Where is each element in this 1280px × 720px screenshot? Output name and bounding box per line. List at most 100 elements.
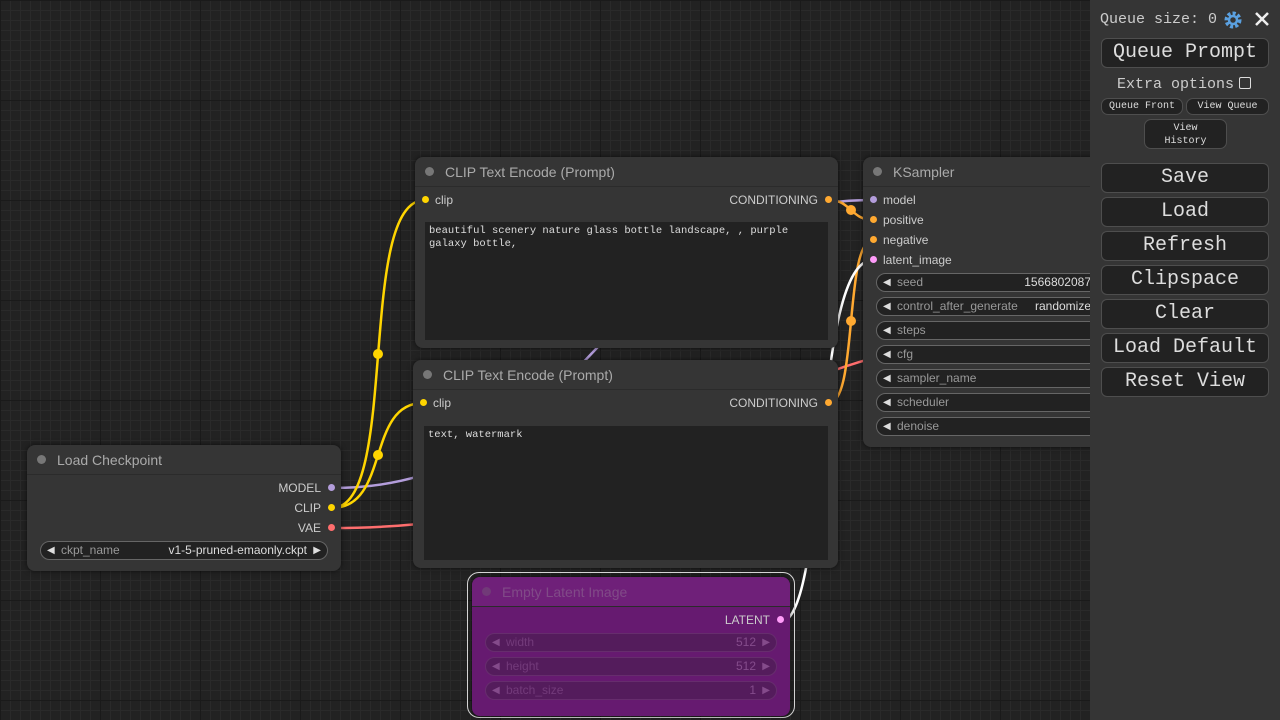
menu-button[interactable]: Load Default (1101, 333, 1269, 363)
widget-value: 512 (735, 659, 756, 673)
settings-icon[interactable] (1223, 10, 1243, 30)
output-slot[interactable] (328, 524, 335, 531)
output-slot[interactable] (777, 616, 784, 623)
node-status-dot (37, 455, 46, 464)
output-label: LATENT (724, 613, 770, 627)
output-label: CONDITIONING (729, 396, 818, 410)
wire-dot (846, 205, 856, 215)
input-slot[interactable] (870, 216, 877, 223)
output-slot[interactable] (825, 399, 832, 406)
input-slot[interactable] (870, 236, 877, 243)
decrement-arrow[interactable]: ◀ (883, 277, 891, 288)
input-slot[interactable] (870, 256, 877, 263)
output-slot[interactable] (328, 484, 335, 491)
input-slot[interactable] (422, 196, 429, 203)
increment-arrow[interactable]: ▶ (762, 637, 770, 648)
node-title-bar (863, 157, 1125, 187)
node-title: CLIP Text Encode (Prompt) (443, 367, 613, 383)
decrement-arrow[interactable]: ◀ (883, 301, 891, 312)
prompt-textarea[interactable]: text, watermark (424, 426, 828, 560)
node-title: KSampler (893, 164, 955, 180)
menu-button[interactable]: Clipspace (1101, 265, 1269, 295)
widget-value: 1 (749, 683, 756, 697)
decrement-arrow[interactable]: ◀ (883, 325, 891, 336)
decrement-arrow[interactable]: ◀ (883, 349, 891, 360)
widget[interactable]: ◀ sampler_name (876, 369, 1112, 388)
widget[interactable]: ◀ steps (876, 321, 1112, 340)
widget[interactable]: ◀ scheduler (876, 393, 1112, 412)
wire-dot (373, 450, 383, 460)
queue-panel: Queue size: 0 Queue Prompt Extra options… (1090, 0, 1280, 720)
node[interactable]: Empty Latent Image LATENT ◀ width 512 ▶ ◀ heigh… (472, 577, 790, 716)
increment-arrow[interactable]: ▶ (762, 661, 770, 672)
queue-size: Queue size: 0 (1100, 11, 1218, 28)
widget-name: sampler_name (897, 371, 977, 385)
output-label: CONDITIONING (729, 193, 818, 207)
decrement-arrow[interactable]: ◀ (883, 421, 891, 432)
widget-name: scheduler (897, 395, 950, 409)
extra-options-checkbox[interactable] (1239, 77, 1251, 89)
output-slot[interactable] (328, 504, 335, 511)
node[interactable]: CLIP Text Encode (Prompt) clip CONDITIONIN… (415, 157, 838, 348)
decrement-arrow[interactable]: ◀ (47, 545, 55, 556)
input-slot[interactable] (870, 196, 877, 203)
output-slot[interactable] (825, 196, 832, 203)
decrement-arrow[interactable]: ◀ (492, 637, 500, 648)
input-label: model (883, 193, 916, 207)
increment-arrow[interactable]: ▶ (313, 545, 321, 556)
node[interactable]: Load Checkpoint MODEL CLIP VAE ◀ ckpt_name v1-… (27, 445, 341, 571)
wire-dot (846, 316, 856, 326)
input-slot[interactable] (420, 399, 427, 406)
widget-name: height (506, 659, 539, 673)
widget[interactable]: ◀ cfg (876, 345, 1112, 364)
output-label: MODEL (278, 481, 321, 495)
node-status-dot (482, 587, 491, 596)
input-label: latent_image (883, 253, 952, 267)
decrement-arrow[interactable]: ◀ (492, 685, 500, 696)
menu-button[interactable]: Load (1101, 197, 1269, 227)
selection-outline (467, 572, 795, 718)
widget-name: control_after_generate (897, 299, 1018, 313)
widget-name: steps (897, 323, 926, 337)
input-label: positive (883, 213, 924, 227)
widget-name: seed (897, 275, 924, 289)
node[interactable]: CLIP Text Encode (Prompt) clip CONDITIONIN… (413, 360, 838, 568)
input-label: negative (883, 233, 929, 247)
node-title-bar (413, 360, 838, 390)
decrement-arrow[interactable]: ◀ (492, 661, 500, 672)
widget[interactable]: ◀ height 512 ▶ (485, 657, 777, 676)
menu-button[interactable]: Clear (1101, 299, 1269, 329)
widget-value: v1-5-pruned-emaonly.ckpt (168, 543, 307, 557)
node-status-dot (425, 167, 434, 176)
queue-front-button[interactable]: Queue Front (1101, 98, 1183, 115)
widget[interactable]: ◀ ckpt_name v1-5-pruned-emaonly.ckpt ▶ (40, 541, 328, 560)
widget[interactable]: ◀ batch_size 1 ▶ (485, 681, 777, 700)
queue-prompt-button[interactable]: Queue Prompt (1101, 38, 1269, 68)
decrement-arrow[interactable]: ◀ (883, 373, 891, 384)
widget-value: 1566802087 (1024, 275, 1091, 289)
menu-button[interactable]: Reset View (1101, 367, 1269, 397)
node-title-bar (472, 577, 790, 607)
view-history-button[interactable]: View History (1144, 119, 1227, 149)
menu-button[interactable]: Save (1101, 163, 1269, 193)
node[interactable]: KSampler model positive negative latent_imag… (863, 157, 1125, 447)
node-status-dot (873, 167, 882, 176)
node-title: Empty Latent Image (502, 584, 628, 600)
prompt-textarea[interactable]: beautiful scenery nature glass bottle la… (425, 222, 828, 340)
widget-value: 512 (735, 635, 756, 649)
widget[interactable]: ◀ denoise (876, 417, 1112, 436)
decrement-arrow[interactable]: ◀ (883, 397, 891, 408)
menu-button[interactable]: Refresh (1101, 231, 1269, 261)
increment-arrow[interactable]: ▶ (762, 685, 770, 696)
view-queue-button[interactable]: View Queue (1186, 98, 1269, 115)
widget-name: cfg (897, 347, 914, 361)
node-title: CLIP Text Encode (Prompt) (445, 164, 615, 180)
close-icon[interactable] (1254, 11, 1270, 27)
node-title-bar (415, 157, 838, 187)
widget[interactable]: ◀ width 512 ▶ (485, 633, 777, 652)
output-label: VAE (297, 521, 321, 535)
